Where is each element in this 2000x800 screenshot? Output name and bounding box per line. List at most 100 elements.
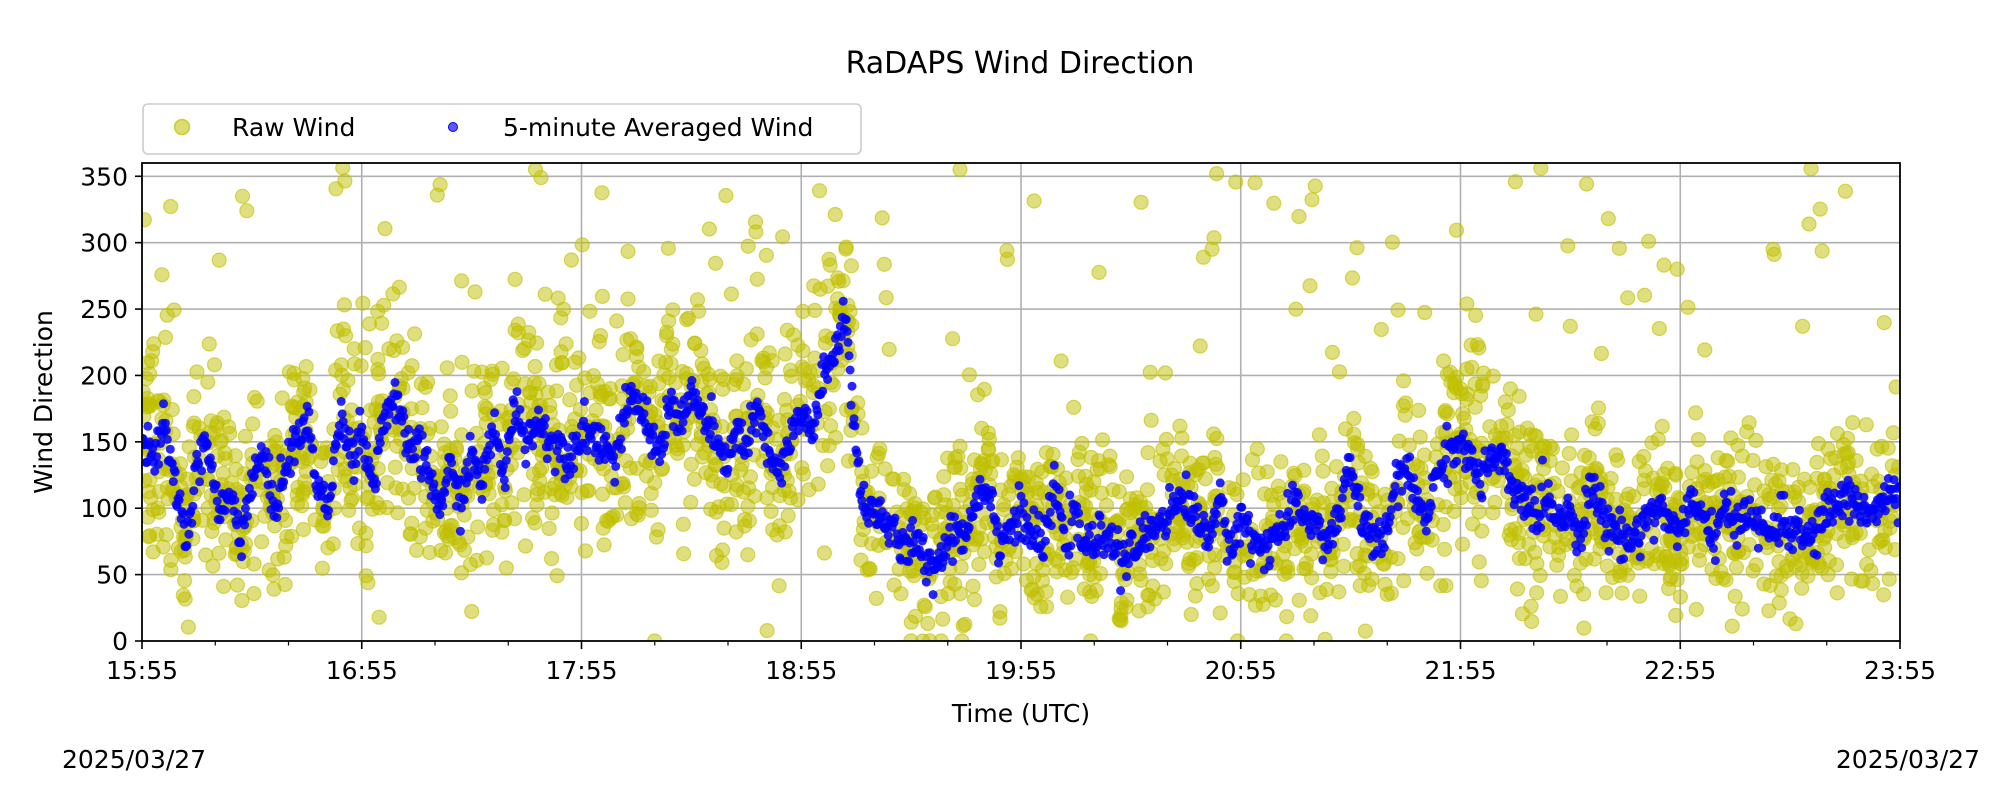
raw-wind-point [234,188,251,204]
raw-wind-point [1653,477,1670,493]
raw-wind-point [1730,469,1747,485]
raw-wind-point [201,336,217,352]
averaged-wind-point [1634,538,1644,548]
raw-wind-point [437,545,453,561]
raw-wind-point [1614,585,1630,601]
averaged-wind-point [272,513,282,523]
raw-wind-point [403,526,419,542]
x-axis-ticks: 15:55 16:55 17:55 18:55 19:55 20:55 21:55 22:55… [106,641,1936,685]
raw-wind-point [1026,590,1043,606]
raw-wind-point [686,471,703,487]
raw-wind-point [903,633,919,641]
raw-wind-point [360,575,376,591]
averaged-wind-point [1332,524,1342,534]
averaged-wind-point [336,396,346,406]
y-tick-label: 300 [80,229,128,258]
raw-wind-point [1331,364,1348,380]
averaged-wind-point [1475,479,1485,489]
averaged-wind-point [1709,543,1718,553]
raw-wind-point [527,358,543,375]
raw-wind-point [933,633,949,641]
averaged-wind-point [1215,478,1225,488]
raw-wind-point [381,341,397,357]
raw-wind-point [1077,468,1094,484]
raw-wind-point [1756,483,1772,499]
averaged-wind-point [1111,549,1121,558]
raw-wind-point [1094,432,1111,448]
raw-wind-point [1532,567,1548,584]
raw-wind-point [703,467,719,483]
averaged-wind-point [154,459,164,469]
raw-wind-point [1766,246,1782,262]
raw-wind-point [328,362,344,378]
raw-wind-point [1888,379,1900,395]
raw-wind-point [1448,222,1465,238]
averaged-wind-point [1087,520,1097,530]
raw-wind-point [1578,176,1595,192]
averaged-wind-point [844,351,854,361]
averaged-wind-point [324,505,333,515]
averaged-wind-point [542,454,552,464]
averaged-wind-point [1345,453,1355,463]
raw-wind-point [714,542,731,558]
raw-wind-point [996,501,1012,518]
raw-wind-point [1873,532,1889,548]
raw-wind-point [1467,399,1483,415]
raw-wind-point [1646,556,1662,572]
raw-wind-point [370,351,386,367]
raw-wind-point [843,258,860,274]
averaged-wind-point [1379,543,1389,553]
raw-wind-point [1734,601,1750,617]
averaged-wind-point [328,456,338,466]
averaged-wind-point [188,501,198,511]
averaged-wind-point [677,426,687,436]
raw-wind-point [647,475,663,491]
raw-wind-point [1881,571,1897,587]
raw-wind-point [1773,498,1789,514]
raw-wind-point [1728,559,1745,576]
raw-wind-point [1869,441,1885,457]
raw-wind-point [320,540,336,556]
averaged-wind-point [996,551,1005,561]
averaged-wind-point [1113,525,1123,535]
x-tick-label: 17:55 [545,656,617,685]
raw-wind-point [1552,588,1569,605]
averaged-wind-point [1336,513,1346,523]
x-tick-label: 19:55 [985,656,1057,685]
averaged-wind-point [1075,519,1085,529]
averaged-wind-point [456,503,466,513]
raw-wind-point [1636,287,1653,303]
raw-wind-point [1790,479,1807,495]
raw-wind-point [371,609,387,625]
raw-wind-point [486,502,502,518]
raw-wind-point [547,487,563,503]
averaged-wind-point [1045,507,1055,517]
averaged-wind-point [1722,498,1732,508]
raw-wind-point [1336,558,1352,574]
raw-wind-point [609,313,625,329]
raw-wind-point [945,497,961,514]
raw-wind-point [1436,541,1453,557]
raw-wind-point [1471,554,1487,570]
averaged-wind-point [486,450,496,460]
averaged-wind-point [375,438,385,448]
averaged-wind-point [279,477,289,487]
averaged-wind-point [435,510,445,520]
averaged-wind-point [842,326,852,336]
raw-wind-point [1523,598,1539,615]
averaged-wind-point [286,469,295,479]
averaged-wind-point [921,577,931,587]
averaged-wind-point [184,529,194,539]
averaged-wind-point [928,590,938,600]
averaged-wind-point [1066,541,1076,551]
averaged-wind-point [267,479,277,489]
averaged-wind-point [845,365,855,375]
averaged-wind-point [373,446,383,455]
raw-wind-point [270,551,286,567]
averaged-wind-point [170,467,180,477]
raw-wind-point [794,460,810,476]
averaged-wind-point [678,417,688,427]
raw-wind-point [1554,460,1571,476]
averaged-wind-point [1211,509,1221,519]
raw-wind-point [821,251,837,267]
